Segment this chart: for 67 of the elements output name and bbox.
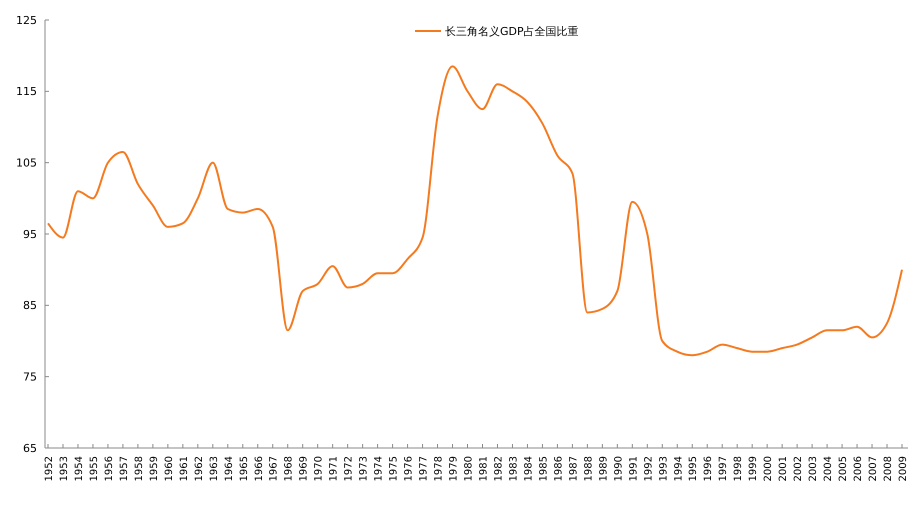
x-tick-label: 2005 <box>838 456 850 482</box>
y-tick-label: 115 <box>16 85 37 98</box>
x-tick-label: 2009 <box>898 456 909 482</box>
x-tick-label: 1973 <box>358 456 370 482</box>
x-tick-label: 1991 <box>628 456 640 482</box>
x-tick-label: 1974 <box>374 456 385 482</box>
x-tick-label: 1993 <box>658 456 670 482</box>
x-tick-label: 1972 <box>344 456 355 482</box>
x-tick-label: 1960 <box>164 456 175 482</box>
x-tick-label: 1984 <box>523 456 534 482</box>
line-series <box>47 65 903 356</box>
x-tick-label: 1959 <box>148 456 160 482</box>
y-tick-label: 95 <box>23 228 37 241</box>
x-tick-label: 1954 <box>74 456 85 482</box>
x-tick-label: 1961 <box>178 456 190 482</box>
x-tick-label: 1997 <box>718 456 730 482</box>
x-tick-label: 1978 <box>434 456 445 482</box>
x-tick-label: 1952 <box>44 456 55 482</box>
y-tick-label: 105 <box>16 156 37 170</box>
x-tick-label: 1970 <box>314 456 325 482</box>
x-tick-label: 1985 <box>538 456 550 482</box>
x-tick-label: 1981 <box>478 456 490 482</box>
x-tick-label: 2001 <box>778 456 790 482</box>
x-tick-label: 2006 <box>853 456 864 482</box>
x-tick-label: 1968 <box>284 456 295 482</box>
x-tick-label: 1987 <box>568 456 580 482</box>
x-tick-label: 1967 <box>268 456 280 482</box>
y-tick-label: 75 <box>23 370 37 384</box>
y-tick-label: 65 <box>23 442 37 455</box>
x-tick-label: 1976 <box>404 456 415 482</box>
x-tick-label: 1999 <box>748 456 760 482</box>
x-tick-label: 2004 <box>823 456 834 482</box>
legend-label: 长三角名义GDP占全国比重 <box>445 24 579 38</box>
x-tick-label: 1989 <box>598 456 610 482</box>
x-tick-label: 1969 <box>298 456 310 482</box>
x-tick-label: 1953 <box>58 456 70 482</box>
x-tick-label: 1977 <box>418 456 430 482</box>
x-tick-label: 2002 <box>793 456 804 482</box>
x-tick-label: 1982 <box>493 456 504 482</box>
x-tick-label: 1975 <box>388 456 400 482</box>
x-tick-label: 1992 <box>643 456 654 482</box>
x-tick-label: 1958 <box>134 456 145 482</box>
x-tick-label: 1962 <box>194 456 205 482</box>
x-tick-label: 1996 <box>703 456 714 482</box>
x-tick-label: 1986 <box>553 456 564 482</box>
x-tick-label: 1963 <box>208 456 220 482</box>
y-tick-label: 85 <box>23 299 37 312</box>
x-tick-label: 1957 <box>118 456 130 482</box>
x-tick-label: 1998 <box>733 456 744 482</box>
x-tick-label: 1964 <box>224 456 235 482</box>
x-tick-label: 1980 <box>464 456 475 482</box>
x-tick-label: 1966 <box>254 456 265 482</box>
x-tick-label: 2007 <box>868 456 880 482</box>
x-tick-label: 1994 <box>673 456 684 482</box>
x-tick-label: 1956 <box>104 456 115 482</box>
y-tick-label: 125 <box>16 14 37 27</box>
x-tick-label: 1971 <box>328 456 340 482</box>
x-tick-label: 2003 <box>808 456 820 482</box>
x-tick-label: 1965 <box>238 456 250 482</box>
x-tick-label: 1983 <box>508 456 520 482</box>
x-tick-label: 1990 <box>613 456 624 482</box>
x-tick-label: 1988 <box>583 456 594 482</box>
x-tick-label: 1995 <box>688 456 700 482</box>
x-tick-label: 1979 <box>448 456 460 482</box>
x-tick-label: 2008 <box>883 456 894 482</box>
x-tick-label: 1955 <box>88 456 100 482</box>
x-tick-label: 2000 <box>763 456 774 482</box>
